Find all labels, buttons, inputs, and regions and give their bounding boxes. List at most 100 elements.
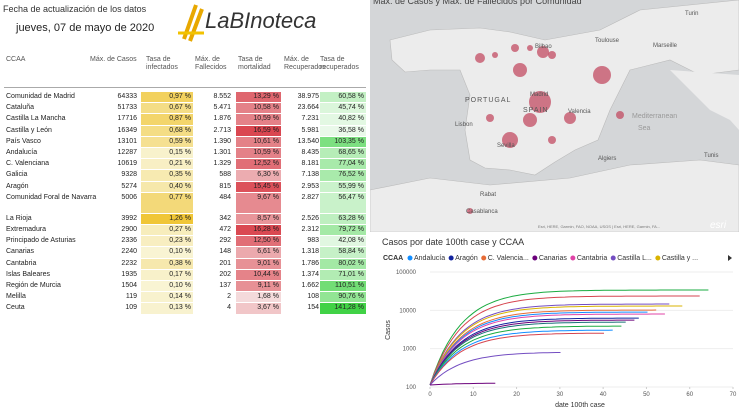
italy [670, 70, 739, 130]
table-cell: 2 [227, 293, 231, 301]
column-header: CCAA [6, 56, 26, 63]
y-tick-label: 1000 [403, 347, 417, 353]
legend-swatch [407, 255, 413, 261]
table-cell: 2900 [121, 226, 137, 233]
table-cell: 79,72 % [320, 225, 366, 236]
table-cell: 0,77 % [141, 192, 193, 213]
table-cell: Comunidad de Madrid [6, 93, 75, 100]
legend-swatch [655, 255, 661, 261]
map-label: Madrid [530, 92, 548, 98]
table-cell: 9,67 % [236, 192, 281, 213]
table-cell: 154 [307, 304, 319, 312]
table-cell: 13101 [117, 137, 137, 145]
table-cell: 8,57 % [236, 213, 281, 224]
table-cell: 8.435 [301, 149, 319, 156]
table-cell: 77,04 % [320, 159, 366, 170]
table-cell: 0,67 % [141, 103, 193, 114]
map-label: Sea [638, 125, 651, 132]
x-tick-label: 40 [600, 392, 607, 398]
table-cell: 137 [219, 282, 231, 289]
legend-arrow [728, 255, 732, 261]
curve [429, 332, 604, 386]
table-cell: 588 [219, 171, 231, 179]
map-label: PORTUGAL [465, 97, 511, 104]
table-cell: 56,47 % [320, 192, 366, 213]
chart-title: Casos por date 100th case y CCAA [382, 237, 524, 247]
x-tick-label: 30 [557, 392, 564, 398]
table-cell: 108 [307, 293, 319, 301]
table-cell: 6,30 % [236, 170, 281, 181]
table-cell: 2.827 [301, 193, 319, 201]
map-attribution: Esri, HERE, Garmin, FAO, NOAA, USGS | Es… [538, 224, 660, 229]
table-cell: 0,10 % [141, 281, 193, 292]
table-cell: 10,59 % [236, 148, 281, 159]
table-cell: 0,68 % [141, 125, 193, 136]
table-cell: 110,51 % [320, 281, 366, 292]
table-cell: 0,97 % [141, 92, 193, 103]
column-header: Tasa de recuperados [320, 56, 359, 71]
table-cell: 0,10 % [141, 247, 193, 258]
logo-text: LaBInoteca [205, 8, 317, 33]
table-cell: 42,08 % [320, 236, 366, 247]
map-label: Lisbon [455, 122, 473, 128]
table-cell: 5274 [121, 182, 137, 190]
table-cell: 1.374 [301, 270, 319, 278]
table-cell: 8.552 [213, 93, 231, 100]
x-axis-label: date 100th case [555, 402, 605, 409]
table-cell: Castilla y León [6, 126, 52, 134]
x-tick-label: 10 [470, 392, 477, 398]
curve [429, 289, 709, 386]
map-label: Valencia [568, 109, 591, 115]
update-date: jueves, 07 de mayo de 2020 [16, 22, 155, 34]
table-cell: 1.662 [301, 282, 319, 289]
table-cell: 13.540 [297, 137, 319, 145]
curve [429, 313, 665, 386]
legend-item: C. Valencia... [488, 255, 529, 262]
table-cell: Principado de Asturias [6, 237, 76, 245]
map-label: SPAIN [523, 107, 549, 114]
table-cell: Aragón [6, 182, 29, 190]
table-cell: 16349 [117, 126, 137, 134]
table-cell: Castilla La Mancha [6, 115, 66, 123]
table-cell: 71,01 % [320, 269, 366, 280]
table-cell: 0,40 % [141, 181, 193, 192]
map-brand: esri [710, 220, 727, 231]
table-cell: 148 [219, 248, 231, 256]
curve [429, 321, 626, 386]
table-cell: 40,82 % [320, 114, 366, 125]
right-panel: Máx. de Casos y Máx. de Fallecidos por C… [370, 0, 739, 412]
legend-item: Aragón [455, 255, 478, 262]
table-cell: 1.876 [213, 115, 231, 123]
table-cell: 9328 [121, 171, 137, 179]
table-cell: 2.526 [301, 214, 319, 222]
table-cell: 7.138 [301, 171, 319, 179]
table-cell: 2.713 [213, 126, 231, 134]
y-tick-label: 100 [406, 385, 417, 391]
table: CCAA Máx. de Casos Tasa de infectados Máx. … [0, 50, 370, 325]
table-cell: 64333 [117, 93, 137, 100]
table-cell: 10,59 % [236, 114, 281, 125]
land [389, 0, 739, 176]
x-tick-label: 0 [428, 392, 432, 398]
legend-swatch [570, 255, 576, 261]
table-cell: 23.664 [297, 104, 319, 112]
table-cell: 1,26 % [141, 213, 193, 224]
curve [429, 325, 622, 386]
y-axis-label: Casos [385, 320, 392, 340]
map-label: Toulouse [595, 38, 620, 44]
table-cell: 1,68 % [236, 292, 281, 303]
curve [429, 382, 496, 386]
curve [429, 311, 648, 386]
table-cell: 103,35 % [320, 136, 366, 147]
map-label: Tunis [704, 153, 718, 159]
table-cell: 815 [219, 182, 231, 190]
curve [429, 319, 635, 386]
y-tick-label: 100000 [396, 270, 417, 276]
table-cell: Región de Murcia [6, 282, 61, 289]
table-cell: 17716 [117, 115, 137, 123]
column-header: Máx. de Recuperados [284, 56, 326, 71]
table-cell: 1.318 [301, 248, 319, 256]
logo-icon [178, 4, 204, 42]
table-cell: 2.953 [301, 182, 319, 190]
legend-swatch [532, 255, 538, 261]
